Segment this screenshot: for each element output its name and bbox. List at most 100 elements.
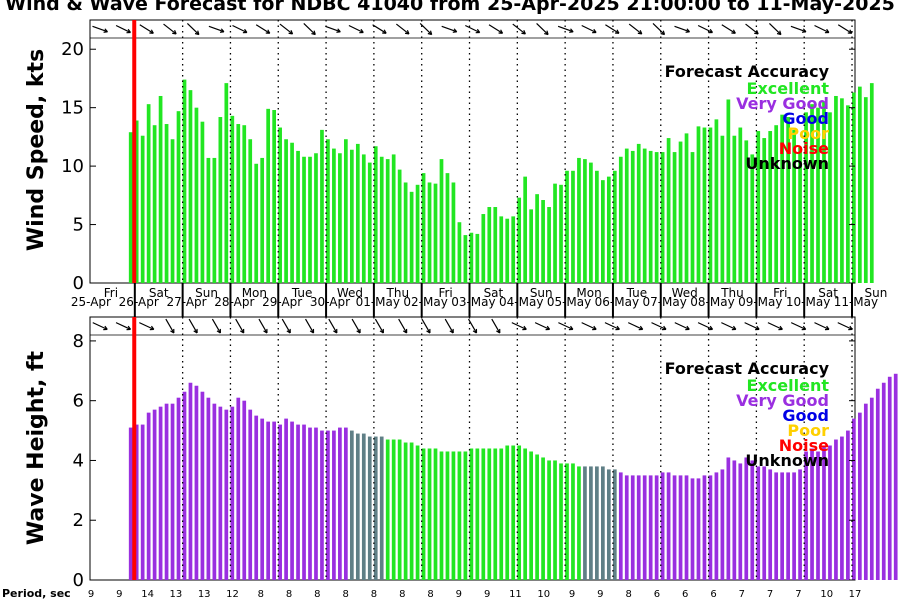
period-label: 9 bbox=[456, 589, 462, 600]
data-bar bbox=[887, 376, 892, 580]
period-label: 13 bbox=[198, 589, 211, 600]
data-bar bbox=[583, 466, 587, 580]
legend-item: Excellent bbox=[747, 79, 830, 98]
data-bar bbox=[344, 427, 348, 580]
direction-arrow bbox=[92, 25, 108, 33]
direction-arrow bbox=[374, 318, 384, 334]
data-bar bbox=[475, 448, 480, 580]
chart-title: Wind & Wave Forecast for NDBC 41040 from… bbox=[5, 0, 895, 15]
date-axis: Fri25-AprSat26-AprSun27-AprMon28-AprTue2… bbox=[71, 283, 887, 317]
period-label: 8 bbox=[399, 589, 405, 600]
data-bar bbox=[798, 469, 802, 580]
data-bar bbox=[535, 194, 539, 283]
data-bar bbox=[391, 154, 396, 283]
data-bar bbox=[194, 107, 199, 283]
data-bar bbox=[451, 182, 456, 283]
data-bar bbox=[469, 448, 474, 580]
data-bar bbox=[660, 472, 665, 580]
direction-arrow bbox=[165, 318, 175, 334]
data-bar bbox=[481, 448, 486, 580]
data-bar bbox=[134, 424, 139, 580]
data-bar bbox=[654, 475, 659, 580]
data-bar bbox=[714, 119, 719, 283]
arrow-head bbox=[336, 28, 341, 33]
data-bar bbox=[218, 117, 223, 284]
data-bar bbox=[326, 139, 330, 283]
data-bar bbox=[367, 162, 372, 283]
arrow-head bbox=[404, 30, 410, 35]
data-bar bbox=[762, 138, 767, 283]
data-bar bbox=[559, 463, 563, 580]
arrow-head bbox=[847, 29, 853, 34]
direction-arrow bbox=[744, 322, 760, 330]
period-label: 8 bbox=[371, 589, 377, 600]
period-axis: 9 9 14 13 13 12 8 8 8 8 8 8 8 9 9 11 10 9 9 8 6 6 6 7 7 7 10 17 bbox=[88, 589, 862, 600]
arrow-head bbox=[170, 328, 175, 334]
arrow-head bbox=[592, 28, 597, 34]
period-label: 13 bbox=[170, 589, 183, 600]
data-bar bbox=[768, 131, 773, 283]
period-label: 9 bbox=[569, 589, 575, 600]
data-bar bbox=[780, 472, 784, 580]
direction-arrow bbox=[351, 318, 361, 334]
data-bar bbox=[355, 433, 360, 580]
legend-item: Good bbox=[782, 109, 829, 128]
direction-arrow bbox=[465, 24, 480, 34]
data-bar bbox=[774, 472, 779, 580]
day-label: Mon bbox=[242, 286, 267, 300]
data-bar bbox=[146, 104, 151, 283]
data-bar bbox=[224, 409, 229, 580]
direction-arrow bbox=[790, 322, 806, 330]
data-bar bbox=[577, 157, 581, 283]
legend-item: Very Good bbox=[736, 391, 829, 410]
data-bar bbox=[863, 97, 868, 284]
data-bar bbox=[684, 133, 689, 283]
data-bar bbox=[379, 436, 384, 580]
direction-arrow bbox=[534, 322, 550, 330]
arrow-head bbox=[708, 28, 713, 34]
y-tick-label: 10 bbox=[61, 156, 84, 177]
arrow-head bbox=[637, 30, 643, 35]
data-bar bbox=[338, 153, 342, 283]
data-bar bbox=[571, 463, 575, 580]
direction-arrow bbox=[305, 318, 315, 334]
data-bar bbox=[648, 150, 653, 283]
day-label: Sun bbox=[195, 286, 218, 300]
data-bar bbox=[732, 135, 737, 283]
data-bar bbox=[158, 95, 163, 283]
direction-arrow bbox=[211, 318, 221, 334]
arrow-head bbox=[265, 29, 271, 34]
data-bar bbox=[834, 439, 838, 580]
data-bar bbox=[589, 162, 593, 283]
arrow-head bbox=[545, 325, 551, 331]
day-label: Tue bbox=[291, 286, 313, 300]
period-label: 14 bbox=[141, 589, 154, 600]
data-bar bbox=[840, 436, 844, 580]
direction-arrow bbox=[491, 318, 501, 334]
data-bar bbox=[601, 180, 605, 283]
data-bar bbox=[403, 182, 408, 283]
data-bar bbox=[314, 153, 318, 283]
direction-arrow bbox=[328, 318, 338, 334]
direction-arrow bbox=[467, 318, 478, 334]
data-bar bbox=[601, 466, 605, 580]
direction-arrow bbox=[627, 322, 643, 330]
data-bar bbox=[565, 170, 569, 283]
data-bar bbox=[260, 157, 265, 283]
data-bar bbox=[128, 427, 133, 580]
date-label: 27-Apr bbox=[166, 295, 206, 309]
data-bar bbox=[893, 373, 898, 580]
data-bar bbox=[768, 469, 773, 580]
data-bar bbox=[487, 207, 492, 283]
arrow-head bbox=[848, 325, 853, 331]
data-bar bbox=[696, 478, 701, 580]
data-bar bbox=[170, 139, 175, 283]
date-label: 30-Apr bbox=[310, 295, 350, 309]
day-label: Fri bbox=[438, 286, 452, 300]
data-bar bbox=[463, 451, 468, 580]
data-bar bbox=[421, 448, 426, 580]
y-tick-label: 15 bbox=[61, 98, 84, 119]
arrow-head bbox=[216, 328, 222, 334]
